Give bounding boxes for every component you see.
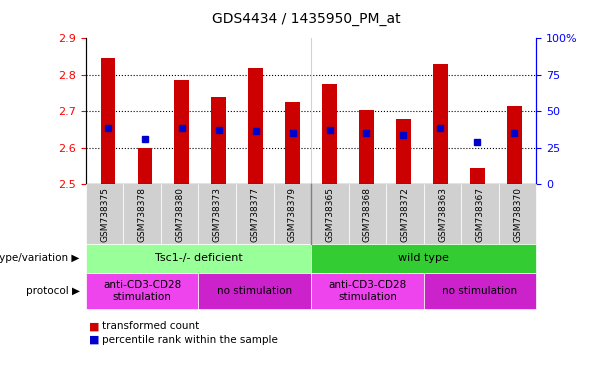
Text: no stimulation: no stimulation	[443, 286, 517, 296]
Bar	[137, 148, 152, 184]
Bar	[470, 168, 485, 184]
Text: GSM738377: GSM738377	[250, 187, 259, 242]
Bar	[211, 97, 226, 184]
Bar	[322, 84, 337, 184]
Text: GSM738372: GSM738372	[400, 187, 409, 242]
Text: anti-CD3-CD28
stimulation: anti-CD3-CD28 stimulation	[329, 280, 406, 302]
Text: ■: ■	[89, 335, 99, 345]
Text: Tsc1-/- deficient: Tsc1-/- deficient	[154, 253, 242, 263]
Text: percentile rank within the sample: percentile rank within the sample	[102, 335, 278, 345]
Text: GDS4434 / 1435950_PM_at: GDS4434 / 1435950_PM_at	[212, 12, 401, 25]
Text: GSM738370: GSM738370	[513, 187, 522, 242]
Text: GSM738379: GSM738379	[288, 187, 297, 242]
Bar	[396, 119, 411, 184]
Text: no stimulation: no stimulation	[217, 286, 292, 296]
Text: GSM738373: GSM738373	[213, 187, 222, 242]
Bar	[433, 64, 447, 184]
Text: protocol ▶: protocol ▶	[26, 286, 80, 296]
Text: GSM738380: GSM738380	[175, 187, 184, 242]
Text: GSM738365: GSM738365	[326, 187, 334, 242]
Text: GSM738378: GSM738378	[138, 187, 147, 242]
Bar	[248, 68, 263, 184]
Bar	[359, 109, 374, 184]
Text: transformed count: transformed count	[102, 321, 200, 331]
Bar	[101, 58, 115, 184]
Text: GSM738368: GSM738368	[363, 187, 372, 242]
Text: anti-CD3-CD28
stimulation: anti-CD3-CD28 stimulation	[103, 280, 181, 302]
Bar	[175, 80, 189, 184]
Text: GSM738367: GSM738367	[476, 187, 484, 242]
Text: wild type: wild type	[398, 253, 449, 263]
Text: GSM738375: GSM738375	[100, 187, 109, 242]
Bar	[507, 106, 522, 184]
Text: GSM738363: GSM738363	[438, 187, 447, 242]
Bar	[285, 102, 300, 184]
Text: ■: ■	[89, 321, 99, 331]
Text: genotype/variation ▶: genotype/variation ▶	[0, 253, 80, 263]
